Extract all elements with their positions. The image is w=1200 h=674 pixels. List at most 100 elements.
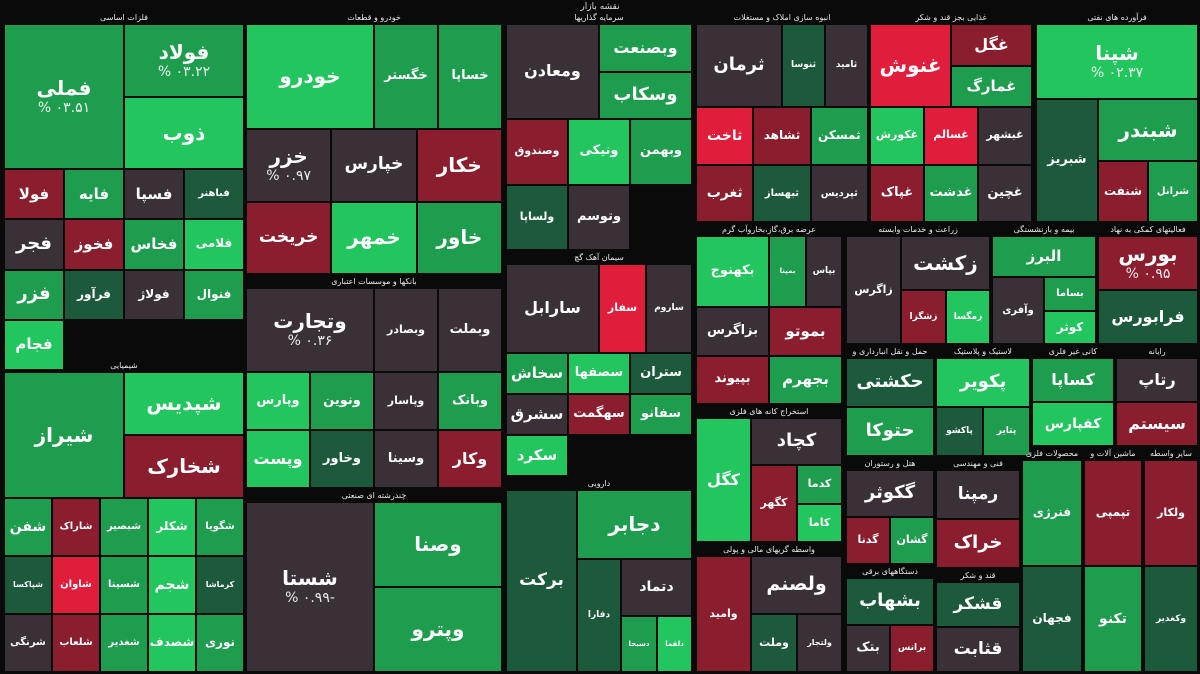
stock-tile[interactable]: زاگرس [846,236,901,344]
stock-tile[interactable]: سشرق [506,394,568,435]
stock-tile[interactable]: کرماشا [196,556,244,614]
stock-tile[interactable]: شپنا% ۰۲.۳۷ [1036,24,1198,99]
stock-tile[interactable]: بورس% ۰.۹۵ [1098,236,1198,290]
stock-tile[interactable]: فولاژ [124,269,184,320]
stock-tile[interactable]: شرانل [1148,161,1198,222]
stock-tile[interactable]: وسینا [374,430,438,488]
stock-tile[interactable]: وتجارت% ۰.۳۶ [246,288,374,372]
stock-tile[interactable]: وپاسار [374,372,438,430]
stock-tile[interactable]: زشگزا [901,290,946,344]
stock-tile[interactable]: ولساپا [506,184,568,250]
stock-tile[interactable]: ستران [630,353,692,394]
stock-tile[interactable]: تکنو [1084,566,1142,672]
stock-tile[interactable]: رمپنا [936,470,1020,519]
stock-tile[interactable]: برانس [890,625,934,672]
stock-tile[interactable]: فزر [4,269,64,320]
stock-tile[interactable]: فباهنر [184,169,244,220]
stock-tile[interactable]: فولا [4,169,64,220]
stock-tile[interactable]: ثامید [825,24,868,107]
stock-tile[interactable]: ولتجار [797,614,842,672]
stock-tile[interactable]: شکلر [148,498,196,556]
stock-tile[interactable]: خمهر [331,201,417,274]
stock-tile[interactable]: کدما [797,465,842,504]
stock-tile[interactable]: فرآور [64,269,124,320]
stock-tile[interactable]: سیستم [1116,402,1198,446]
stock-tile[interactable]: حتوکا [846,407,934,456]
stock-tile[interactable]: برکت [506,490,577,672]
stock-tile[interactable]: خزر% ۰.۹۷ [246,129,332,202]
stock-tile[interactable]: زکشت [901,236,990,290]
stock-tile[interactable]: قثابت [936,627,1020,672]
stock-tile[interactable]: غدشت [924,164,978,222]
stock-tile[interactable]: ذوب [124,97,244,169]
stock-tile[interactable]: شرنگی [4,614,52,672]
stock-tile[interactable]: ثنوسا [782,24,825,107]
stock-tile[interactable]: خساپا [438,24,502,129]
stock-tile[interactable]: فجر [4,219,64,270]
stock-tile[interactable]: شغدیر [100,614,148,672]
stock-tile[interactable]: سفار [599,264,646,353]
stock-tile[interactable]: شبریز [1036,99,1098,222]
stock-tile[interactable]: بساما [1044,277,1096,311]
stock-tile[interactable]: ولصنم [751,556,842,614]
stock-tile[interactable]: وآفری [992,277,1044,344]
stock-tile[interactable]: دفارا [577,559,621,672]
stock-tile[interactable]: کچاد [751,418,842,465]
stock-tile[interactable]: فرابورس [1098,290,1198,344]
stock-tile[interactable]: وبانک [438,372,502,430]
stock-tile[interactable]: فخاس [124,219,184,270]
stock-tile[interactable]: خگستر [374,24,438,129]
stock-tile[interactable]: ونیکی [568,119,630,185]
stock-tile[interactable]: دتماد [621,559,692,616]
stock-tile[interactable]: ولکار [1144,460,1198,566]
stock-tile[interactable]: فجهان [1022,566,1082,672]
stock-tile[interactable]: سخاش [506,353,568,394]
stock-tile[interactable]: ثغرب [696,164,754,222]
stock-tile[interactable]: تپمپی [1084,460,1142,566]
stock-tile[interactable]: شنفت [1098,161,1148,222]
stock-tile[interactable]: غپاک [870,164,924,222]
stock-tile[interactable]: سصفها [568,353,630,394]
stock-tile[interactable]: ثاخت [696,107,754,165]
stock-tile[interactable]: ثشاهد [753,107,811,165]
stock-tile[interactable]: وبصنعت [599,24,692,72]
stock-tile[interactable]: خپارس [331,129,417,202]
stock-tile[interactable]: دجابر [577,490,692,559]
stock-tile[interactable]: فملی% ۰۳.۵۱ [4,24,124,169]
stock-tile[interactable]: رتاپ [1116,358,1198,402]
stock-tile[interactable]: پتایر [983,407,1030,456]
stock-tile[interactable]: گکوثر [846,470,934,517]
stock-tile[interactable]: شصدف [148,614,196,672]
stock-tile[interactable]: شستا% ۰.۹۹- [246,502,374,672]
stock-tile[interactable]: شاراک [52,498,100,556]
stock-tile[interactable]: شپدیس [124,372,244,435]
stock-tile[interactable]: خراک [936,519,1020,568]
stock-tile[interactable]: بپاس [806,236,842,307]
stock-tile[interactable]: ثبهساز [753,164,811,222]
stock-tile[interactable]: غگل [951,24,1032,66]
stock-tile[interactable]: گدنا [846,517,890,564]
stock-tile[interactable]: فنرژی [1022,460,1082,566]
stock-tile[interactable]: شبصیر [100,498,148,556]
stock-tile[interactable]: خکار [416,129,502,202]
stock-tile[interactable]: البرز [992,236,1096,277]
stock-tile[interactable]: خودرو [246,24,374,129]
stock-tile[interactable]: غچین [978,164,1032,222]
stock-tile[interactable]: شیراز [4,372,124,498]
stock-tile[interactable]: دلقما [657,616,692,672]
stock-tile[interactable]: ساروم [646,264,692,353]
stock-tile[interactable]: سارابل [506,264,599,353]
stock-tile[interactable]: کوثر [1044,311,1096,344]
stock-tile[interactable]: شبندر [1098,99,1198,161]
stock-tile[interactable]: کفپارس [1032,402,1114,446]
stock-tile[interactable]: وبهمن [630,119,692,185]
stock-tile[interactable]: پاکشو [936,407,983,456]
stock-tile[interactable]: غکورش [870,107,924,165]
stock-tile[interactable]: غنوش [870,24,951,107]
stock-tile[interactable]: خاور [416,201,502,274]
stock-tile[interactable]: دسبحا [621,616,657,672]
stock-tile[interactable]: وپارس [246,372,310,430]
stock-tile[interactable]: کگهر [751,465,797,542]
stock-tile[interactable]: وصنا [374,502,502,587]
stock-tile[interactable]: شپاکسا [4,556,52,614]
